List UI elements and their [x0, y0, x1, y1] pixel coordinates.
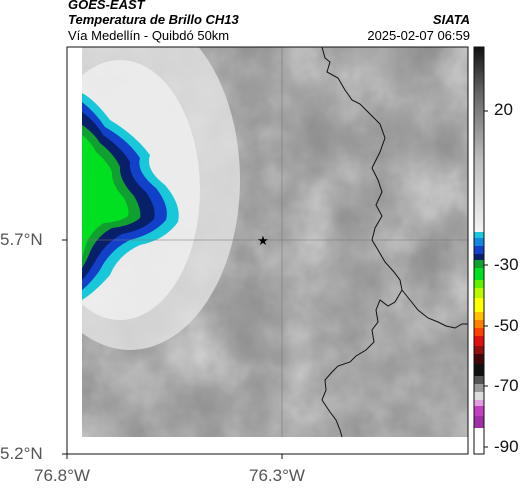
datetime-label: 2025-02-07 06:59: [367, 28, 470, 43]
colorbar-tick-label: -50: [494, 316, 519, 335]
colorbar-tick-label: -30: [494, 255, 519, 274]
colorbar-tick-label: -90: [494, 437, 519, 456]
lon-tick-label: 76.3°W: [249, 466, 305, 485]
satellite-name: GOES-EAST: [68, 0, 145, 12]
boundary-line: [321, 47, 403, 437]
colorbar-tick-label: 20: [494, 100, 513, 119]
lat-tick-label: 5.7°N: [0, 230, 43, 249]
product-title: Temperatura de Brillo CH13: [68, 12, 239, 27]
lat-tick-label: 5.2°N: [0, 444, 43, 463]
star-icon: ★: [257, 234, 269, 249]
colorbar: [473, 46, 488, 455]
lon-tick-label: 76.8°W: [34, 466, 90, 485]
region-subtitle: Vía Medellín - Quibdó 50km: [68, 28, 230, 43]
boundary-line-east: [401, 289, 468, 329]
organization-label: SIATA: [432, 12, 470, 27]
colorbar-tick-label: -70: [494, 376, 519, 395]
